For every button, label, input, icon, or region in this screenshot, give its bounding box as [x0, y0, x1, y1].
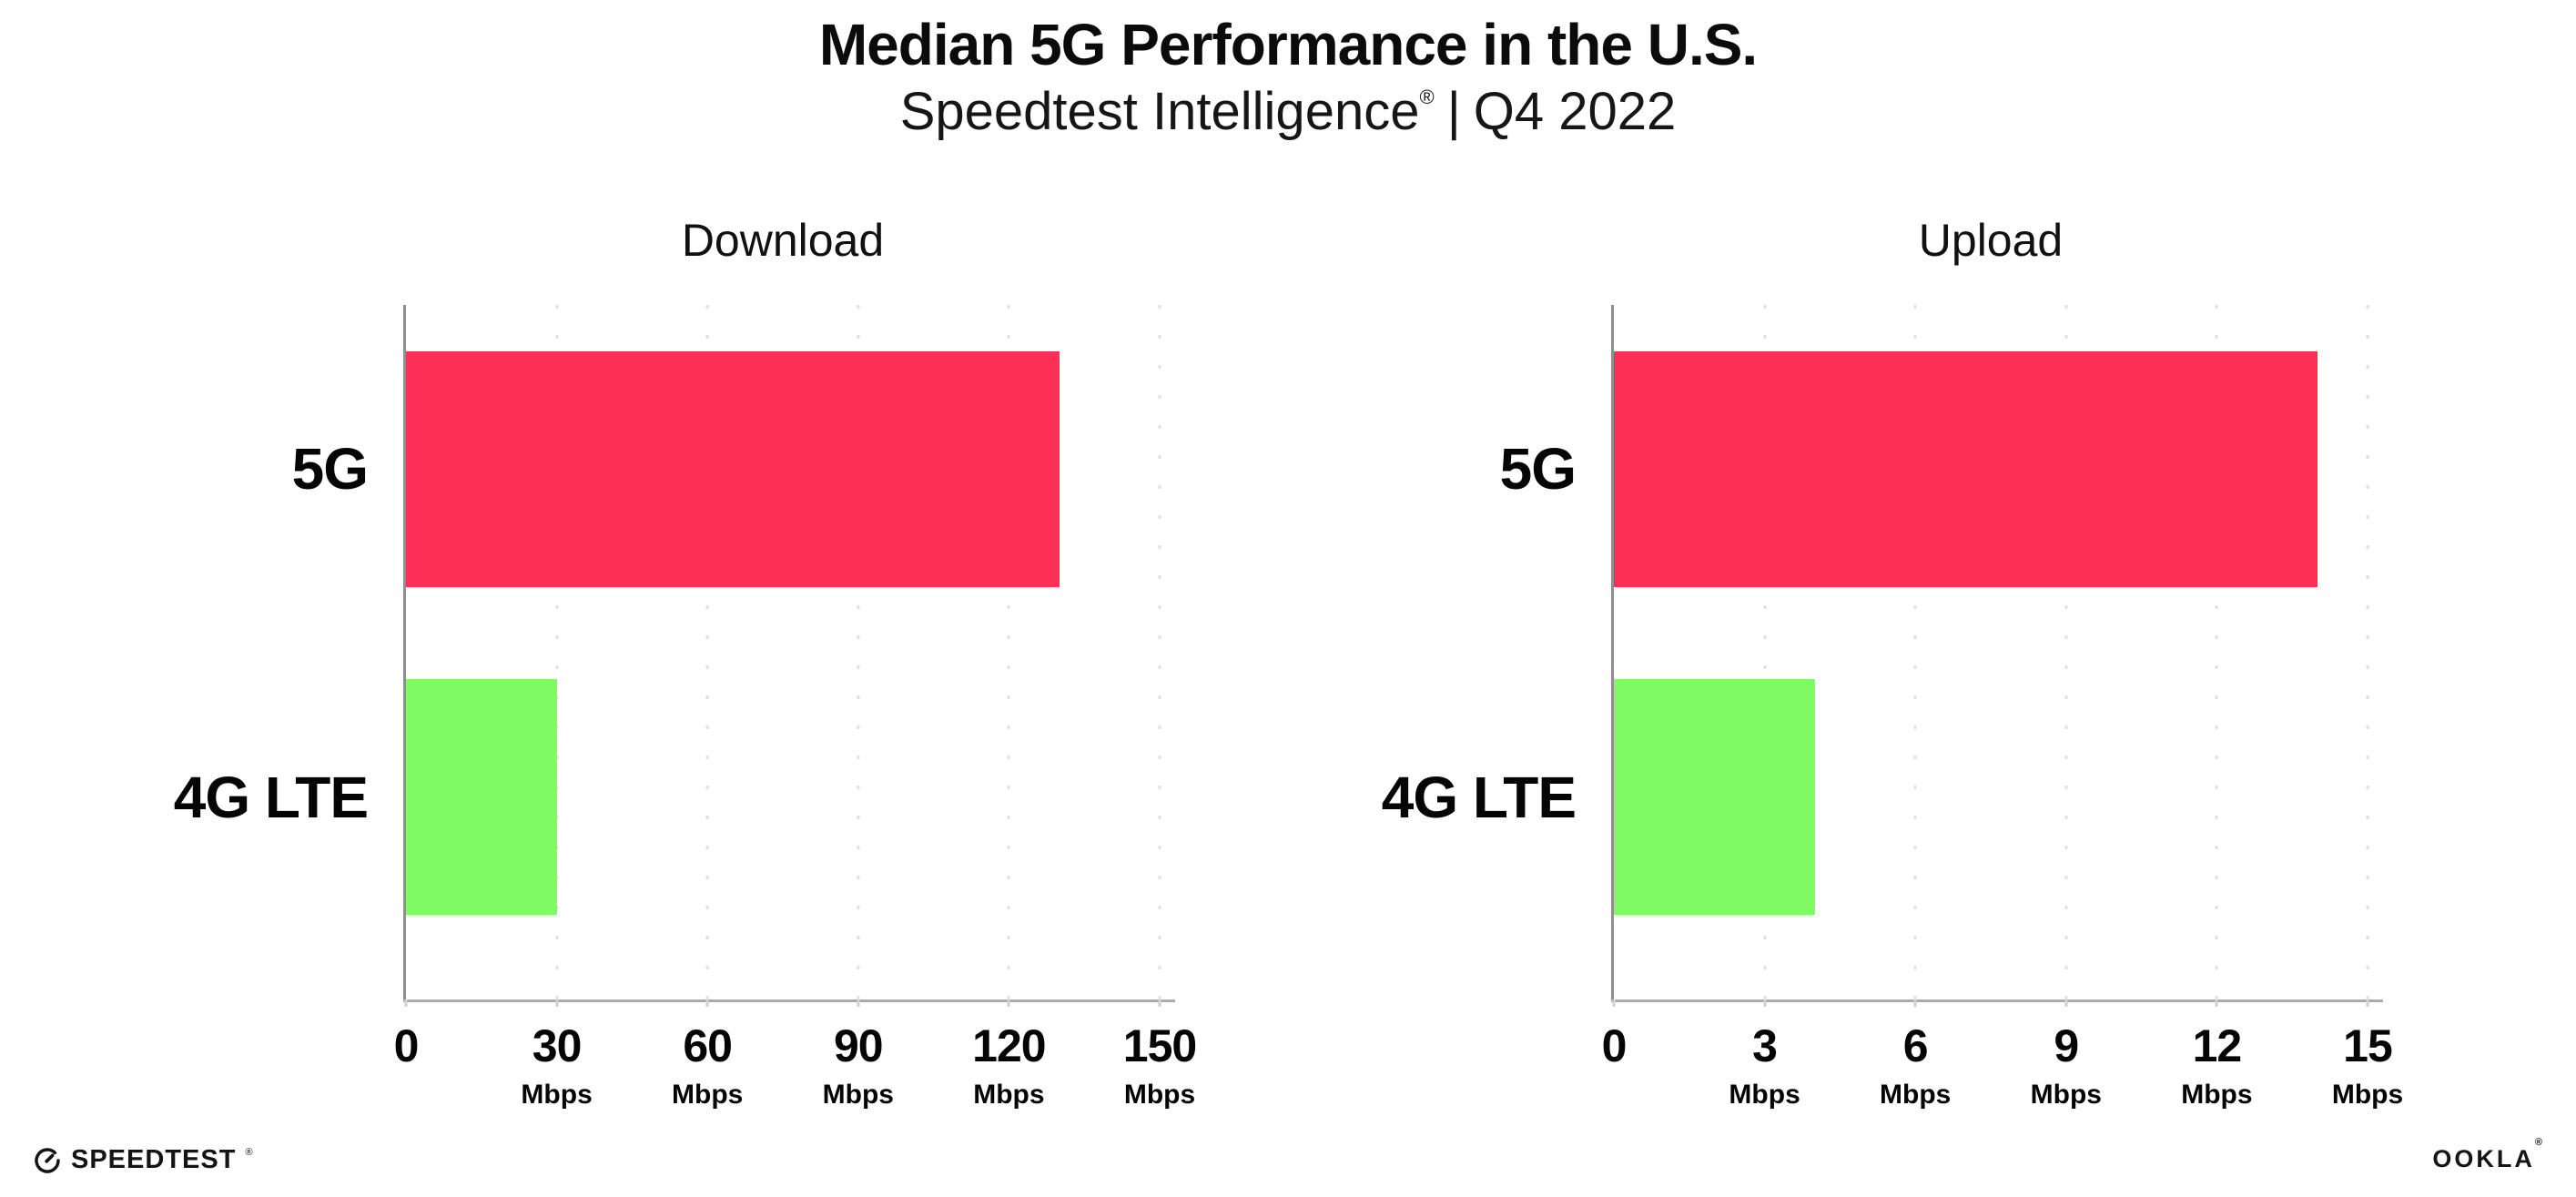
download-tickmark-0 — [404, 999, 408, 1007]
upload-category-label-4g-lte: 4G LTE — [1381, 764, 1577, 830]
download-gridline-90 — [857, 305, 860, 999]
upload-tick-unit: Mbps — [1880, 1080, 1952, 1110]
upload-x-tick-label-0: 0 — [1601, 1020, 1628, 1071]
upload-gridline-15 — [2366, 305, 2369, 999]
download-tick-unit: Mbps — [1123, 1080, 1196, 1110]
upload-x-tick-label-9: 9 Mbps — [2031, 1023, 2102, 1109]
speedtest-trademark-symbol: ® — [245, 1146, 253, 1158]
download-x-tick-label-150: 150 Mbps — [1122, 1020, 1197, 1110]
download-x-tick-label-120: 120 Mbps — [972, 1020, 1046, 1110]
download-category-label-5g: 5G — [291, 436, 369, 502]
download-x-tick-label-60: 60 Mbps — [672, 1023, 743, 1109]
download-x-axis-line — [403, 999, 1175, 1002]
upload-gridline-3 — [1763, 305, 1767, 999]
download-tickmark-150 — [1158, 999, 1161, 1007]
figure-subtitle: Speedtest Intelligence® | Q4 2022 — [0, 82, 2576, 142]
upload-x-tick-label-12: 12 Mbps — [2181, 1023, 2252, 1109]
speedtest-logo: SPEEDTEST ® — [33, 1145, 253, 1175]
upload-tick-value: 6 — [1902, 1020, 1929, 1071]
upload-tickmark-6 — [1913, 999, 1917, 1007]
download-tick-value: 0 — [393, 1020, 420, 1071]
upload-tickmark-3 — [1763, 999, 1767, 1007]
upload-x-tick-label-3: 3 Mbps — [1729, 1023, 1800, 1109]
upload-category-label-5g: 5G — [1499, 436, 1577, 502]
download-tick-value: 150 — [1122, 1020, 1197, 1071]
upload-x-axis-line — [1611, 999, 2383, 1002]
upload-x-tick-label-15: 15 Mbps — [2332, 1023, 2403, 1109]
download-tickmark-30 — [555, 999, 559, 1007]
download-x-tick-label-0: 0 — [393, 1020, 420, 1071]
upload-tickmark-15 — [2366, 999, 2369, 1007]
ookla-wordmark: OOKLA — [2432, 1145, 2535, 1172]
registered-trademark-symbol: ® — [1419, 86, 1435, 109]
figure-title: Median 5G Performance in the U.S. — [818, 12, 1758, 77]
download-tick-unit: Mbps — [973, 1080, 1045, 1110]
upload-tick-value: 12 — [2192, 1020, 2243, 1071]
download-tick-value: 90 — [833, 1020, 884, 1071]
upload-tick-value: 3 — [1752, 1020, 1778, 1071]
download-bar-4g-lte — [406, 679, 557, 915]
download-category-label-4g-lte: 4G LTE — [173, 764, 369, 830]
upload-gridline-6 — [1913, 305, 1917, 999]
ookla-logo: OOKLA® — [2432, 1137, 2545, 1173]
upload-tick-unit: Mbps — [2331, 1080, 2404, 1110]
download-gridline-60 — [705, 305, 709, 999]
subtitle-brand: Speedtest Intelligence — [899, 82, 1420, 142]
upload-tickmark-0 — [1612, 999, 1616, 1007]
figure-header: Median 5G Performance in the U.S. Speedt… — [0, 0, 2576, 140]
speedtest-wordmark: SPEEDTEST — [71, 1145, 237, 1174]
download-tick-value: 30 — [532, 1020, 583, 1071]
download-gridline-150 — [1158, 305, 1161, 999]
download-tick-unit: Mbps — [822, 1080, 894, 1110]
upload-tick-value: 9 — [2054, 1020, 2079, 1071]
upload-tick-unit: Mbps — [2030, 1080, 2102, 1110]
download-x-tick-label-90: 90 Mbps — [823, 1023, 894, 1109]
ookla-trademark-symbol: ® — [2534, 1137, 2545, 1148]
upload-tick-value: 15 — [2343, 1020, 2393, 1071]
upload-chart-title: Upload — [1918, 215, 2064, 266]
upload-gridline-12 — [2215, 305, 2218, 999]
upload-tick-value: 0 — [1601, 1020, 1628, 1071]
download-tick-value: 120 — [972, 1020, 1046, 1071]
download-chart-plot-area: Download 0 30 Mbps 60 Mbps 90 Mbps 120 Mbps 150 Mb… — [174, 215, 1198, 1109]
upload-bar-4g-lte — [1614, 679, 1815, 915]
download-bar-5g — [406, 350, 1060, 587]
upload-x-tick-label-6: 6 Mbps — [1880, 1023, 1951, 1109]
download-gridline-120 — [1007, 305, 1010, 999]
upload-tick-unit: Mbps — [2181, 1080, 2253, 1110]
upload-bar-5g — [1614, 350, 2317, 587]
subtitle-separator: | — [1446, 82, 1461, 142]
upload-tick-unit: Mbps — [1729, 1080, 1800, 1110]
upload-gridline-9 — [2064, 305, 2068, 999]
download-gridline-30 — [555, 305, 559, 999]
subtitle-period: Q4 2022 — [1473, 82, 1677, 142]
upload-chart-plot-area: Upload 0 3 Mbps 6 Mbps 9 Mbps 12 Mbps 15 Mbps 5G 4G … — [1382, 215, 2403, 1109]
upload-tickmark-12 — [2215, 999, 2218, 1007]
speedtest-gauge-icon — [33, 1146, 62, 1175]
download-tick-unit: Mbps — [672, 1080, 744, 1110]
upload-tickmark-9 — [2064, 999, 2068, 1007]
download-chart-title: Download — [681, 215, 885, 266]
download-tickmark-120 — [1007, 999, 1010, 1007]
download-tick-unit: Mbps — [521, 1080, 593, 1110]
download-tickmark-90 — [857, 999, 860, 1007]
download-tickmark-60 — [705, 999, 709, 1007]
download-x-tick-label-30: 30 Mbps — [521, 1023, 592, 1109]
download-tick-value: 60 — [683, 1020, 733, 1071]
